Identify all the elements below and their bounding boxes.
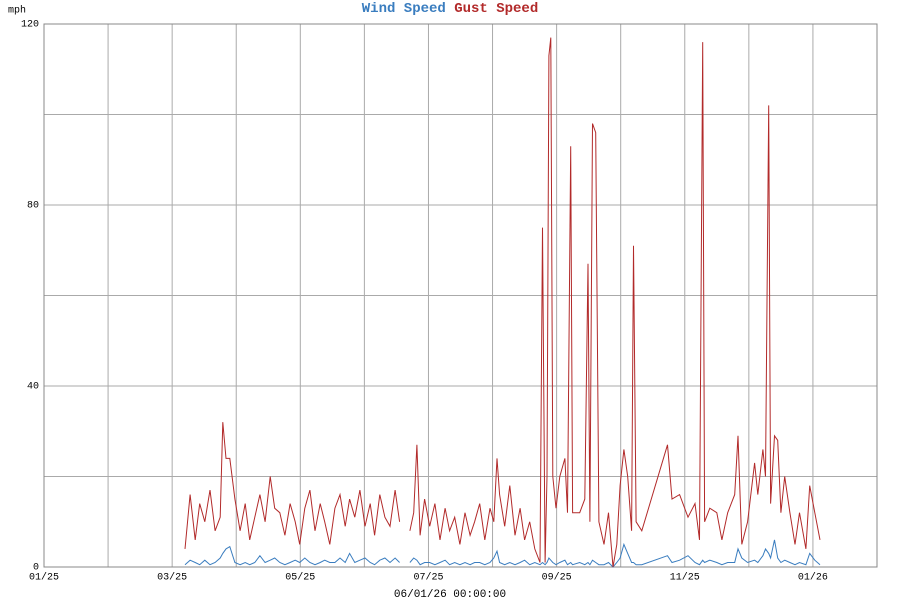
y-tick-label: 0 [33,563,39,574]
y-axis-label: mph [8,5,26,17]
x-tick-label: 05/25 [285,572,315,584]
x-tick-label: 03/25 [157,572,187,584]
legend-entry: Wind Speed [362,1,446,17]
x-axis-label: 06/01/26 00:00:00 [394,589,506,600]
x-tick-label: 09/25 [542,572,572,584]
x-tick-label: 01/26 [798,572,828,584]
x-tick-label: 01/25 [29,572,59,584]
legend-entry: Gust Speed [454,1,538,17]
data-line [184,37,821,568]
x-tick-label: 07/25 [413,572,443,584]
plot-frame [43,23,878,568]
title-separator [446,1,454,17]
y-tick-label: 40 [27,382,39,393]
chart-title: Wind Speed Gust Speed [362,1,538,17]
data-line [184,539,821,568]
y-tick-label: 80 [27,201,39,212]
y-tick-label: 120 [21,20,39,31]
x-tick-label: 11/25 [670,572,700,584]
